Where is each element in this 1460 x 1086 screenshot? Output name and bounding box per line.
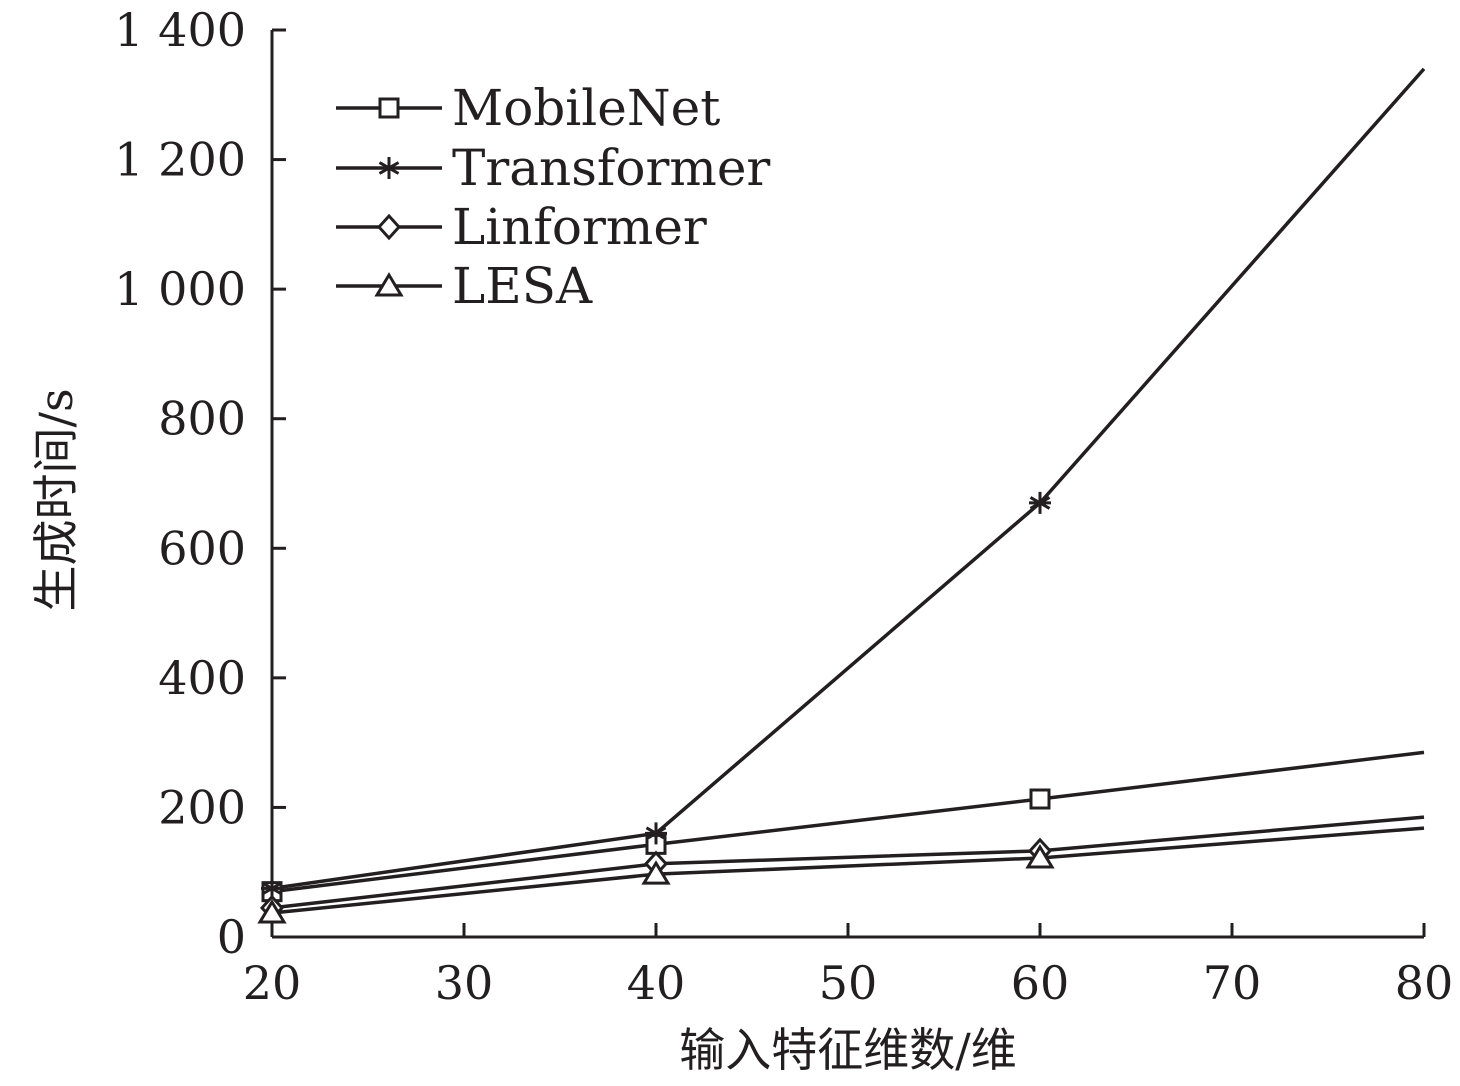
legend-marker-lesa [374,272,404,297]
y-ticks: 0 200 400 600 800 1 000 1 200 1 400 [114,3,286,964]
legend-label-lesa: LESA [452,257,593,315]
data-point-transformer [645,822,667,845]
y-tick-label: 0 [217,910,246,964]
data-point-transformer [261,877,283,900]
series-line-lesa [271,826,1425,915]
legend-label-linformer: Linformer [452,198,707,256]
y-tick-label: 1 200 [114,133,246,187]
y-tick-label: 200 [158,780,246,834]
y-tick-label: 800 [158,392,246,446]
series-markers [257,491,1055,924]
y-tick-label: 600 [158,521,246,575]
x-ticks: 20 30 40 50 60 70 80 [243,923,1454,1010]
y-tick-label: 1 000 [114,262,246,316]
x-axis-title: 输入特征维数/维 [679,1023,1017,1077]
legend-label-transformer: Transformer [452,139,770,197]
y-axis-title: 生成时间/s [29,388,83,611]
x-tick-label: 50 [819,956,878,1010]
series-line-mobilenet [271,750,1425,894]
data-point-transformer [1029,491,1051,514]
data-point-lesa [641,860,671,885]
axes [270,30,1424,939]
x-tick-label: 20 [243,956,302,1010]
data-point-lesa [1025,844,1055,869]
legend-label-mobilenet: MobileNet [452,79,720,137]
x-tick-label: 80 [1395,956,1454,1010]
legend-marker-transformer [378,157,400,179]
legend-marker-linformer [376,213,402,241]
x-tick-label: 70 [1203,956,1262,1010]
x-tick-label: 60 [1011,956,1070,1010]
x-tick-label: 30 [435,956,494,1010]
data-point-mobilenet [1029,788,1051,810]
series-lines [271,67,1426,915]
legend-marker-mobilenet [378,97,400,119]
x-tick-label: 40 [627,956,686,1010]
data-point-lesa [257,899,287,924]
series-line-transformer [271,67,1426,891]
series-line-linformer [271,815,1425,910]
y-tick-label: 1 400 [114,3,246,57]
y-tick-label: 400 [158,651,246,705]
